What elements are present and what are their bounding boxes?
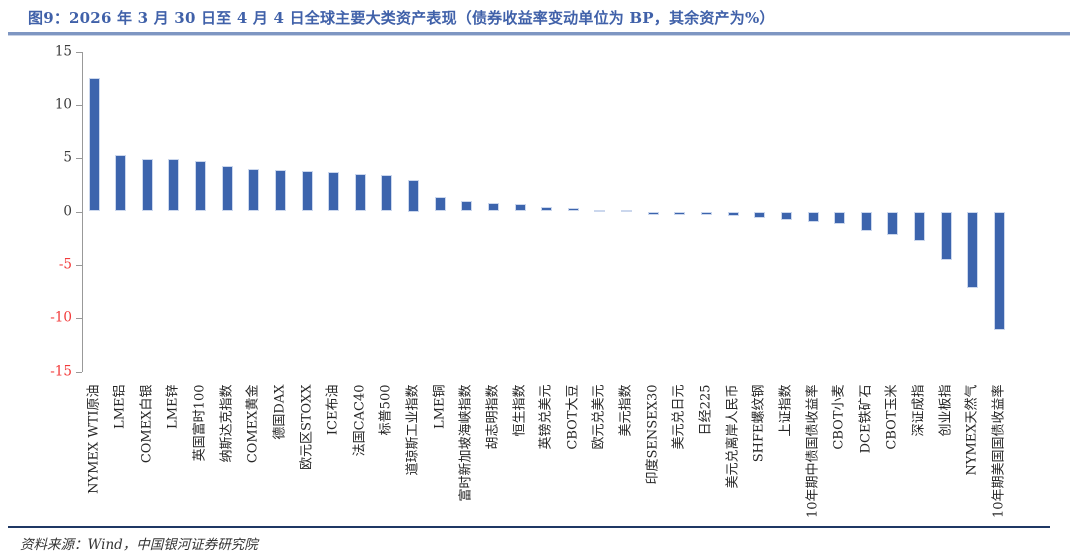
bar xyxy=(274,169,286,212)
x-category-label: 10年期中债国债收益率 xyxy=(805,384,820,518)
bar xyxy=(807,211,819,223)
y-tick-mark xyxy=(76,264,82,266)
bar xyxy=(914,211,926,242)
x-category-label: 富时新加坡海峡指数 xyxy=(458,384,474,502)
y-axis xyxy=(82,51,83,372)
x-category-label: 欧元区STOXX xyxy=(299,384,315,470)
bar xyxy=(887,211,899,235)
y-tick-mark xyxy=(76,158,82,160)
x-category-label: NYMEX天然气 xyxy=(964,384,980,476)
x-category-label: NYMEX WTI原油 xyxy=(86,384,101,494)
bar xyxy=(647,211,659,215)
x-category-label: CBOT大豆 xyxy=(565,384,581,450)
x-category-label: 印度SENSEX30 xyxy=(645,384,661,484)
bar xyxy=(328,172,340,212)
bar xyxy=(700,211,712,216)
x-category-label: DCE铁矿石 xyxy=(858,384,874,453)
y-tick-mark xyxy=(76,371,82,373)
bar xyxy=(514,204,526,212)
y-tick-label: 0 xyxy=(63,202,72,219)
bar xyxy=(674,211,686,215)
x-category-label: 10年期美国国债收益率 xyxy=(991,384,1007,518)
bar xyxy=(967,211,979,289)
x-category-label: 美元指数 xyxy=(618,384,634,437)
bar xyxy=(727,211,739,216)
bar xyxy=(594,209,606,212)
data-source: 资料来源：Wind，中国银河证券研究院 xyxy=(20,537,258,553)
x-category-label: 深证成指 xyxy=(911,384,927,437)
y-tick-mark xyxy=(76,104,82,106)
x-category-label: LME铝 xyxy=(112,384,128,429)
bar xyxy=(141,159,153,212)
x-category-label: 欧元兑美元 xyxy=(591,384,607,450)
x-category-label: 美元兑日元 xyxy=(671,384,687,450)
bar xyxy=(195,161,207,212)
bar xyxy=(408,179,420,212)
bar xyxy=(567,208,579,212)
bar xyxy=(434,196,446,212)
y-tick-mark xyxy=(76,51,82,53)
bar xyxy=(168,159,180,212)
bar xyxy=(301,170,313,212)
title-separator xyxy=(8,32,1070,36)
bar xyxy=(834,211,846,225)
x-category-label: COMEX白银 xyxy=(139,384,155,463)
bar xyxy=(381,175,393,212)
x-category-label: 英镑兑美元 xyxy=(538,384,554,450)
x-category-label: 纳斯达克指数 xyxy=(219,384,235,463)
bar xyxy=(248,168,260,212)
x-category-label: 上证指数 xyxy=(778,384,794,437)
bar xyxy=(621,210,633,213)
x-category-label: 日经225 xyxy=(698,384,714,435)
y-tick-label: 15 xyxy=(54,42,72,59)
x-category-label: 德国DAX xyxy=(272,384,288,440)
x-category-label: 胡志明指数 xyxy=(485,384,501,450)
bar xyxy=(461,200,473,212)
x-category-label: 创业板指 xyxy=(938,384,954,437)
y-tick-label: -15 xyxy=(50,362,72,379)
bar xyxy=(780,211,792,221)
y-tick-label: -10 xyxy=(50,309,72,326)
figure-title: 图9：2026 年 3 月 30 日至 4 月 4 日全球主要大类资产表现（债券… xyxy=(28,9,775,27)
x-category-label: 英国富时100 xyxy=(192,384,208,461)
bar xyxy=(487,202,499,212)
bar xyxy=(354,174,366,212)
y-tick-label: 10 xyxy=(54,96,72,113)
bar xyxy=(993,211,1005,330)
x-category-label: SHFE螺纹钢 xyxy=(751,384,767,462)
x-category-label: 恒生指数 xyxy=(512,384,528,437)
x-category-label: CBOT小麦 xyxy=(831,384,847,450)
y-tick-label: 5 xyxy=(63,149,72,166)
x-category-label: LME铜 xyxy=(432,384,448,429)
bar xyxy=(221,165,233,212)
x-category-label: 标普500 xyxy=(378,384,394,435)
x-category-label: CBOT玉米 xyxy=(884,384,900,450)
y-tick-label: -5 xyxy=(58,256,72,273)
x-category-label: COMEX黄金 xyxy=(245,384,261,463)
x-category-label: 法国CAC40 xyxy=(352,384,368,456)
x-category-label: 道琼斯工业指数 xyxy=(405,384,421,476)
x-category-label: ICE布油 xyxy=(325,384,341,435)
bar xyxy=(940,211,952,260)
bar xyxy=(860,211,872,231)
bar xyxy=(88,78,100,212)
bar xyxy=(754,211,766,218)
y-tick-mark xyxy=(76,211,82,213)
x-category-label: 美元兑离岸人民币 xyxy=(725,384,741,489)
footer-rule xyxy=(8,526,1050,528)
y-tick-mark xyxy=(76,318,82,320)
x-category-label: LME锌 xyxy=(165,384,181,429)
bar xyxy=(541,207,553,212)
bar xyxy=(115,154,127,212)
